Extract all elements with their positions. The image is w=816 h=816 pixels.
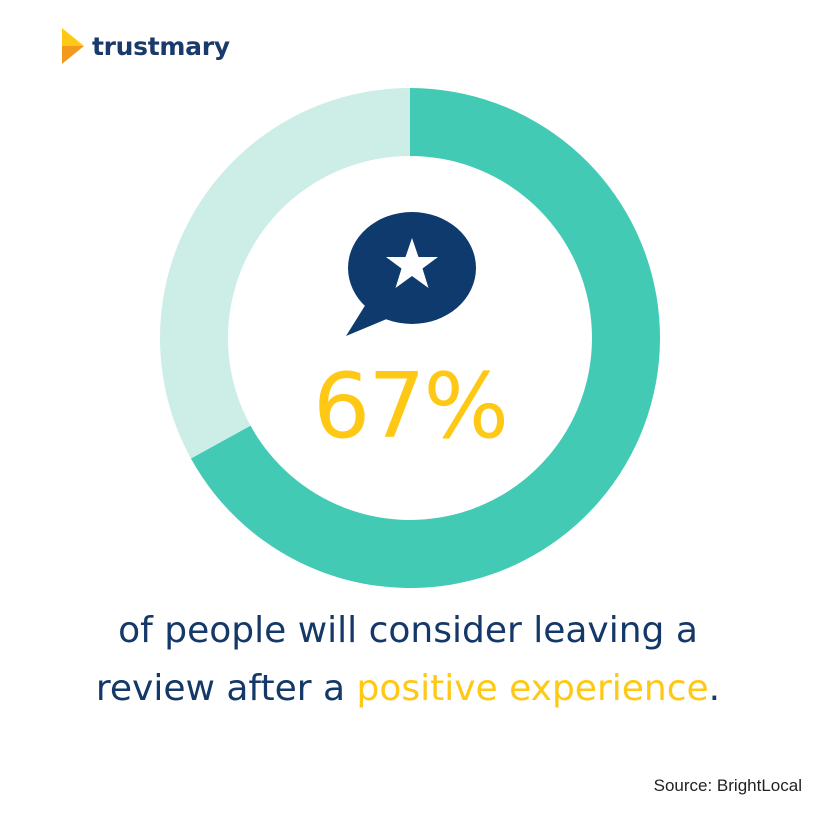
caption-line-2: review after a positive experience. [0,660,816,718]
center-percentage-label: 67% [312,354,509,459]
caption-line-1: of people will consider leaving a [0,602,816,660]
speech-bubble-star-icon [344,206,480,342]
donut-chart [160,88,660,588]
caption: of people will consider leaving a review… [0,602,816,718]
caption-part: of people will consider leaving a [118,610,698,651]
donut-svg [160,88,660,588]
play-arrow-logo-icon [62,28,84,64]
source-note: Source: BrightLocal [653,776,802,795]
donut-slice-primary [190,88,660,588]
donut-slice-remainder [160,88,410,459]
caption-part: review after a [95,668,357,709]
caption-part: . [708,668,721,709]
caption-highlight: positive experience [356,668,709,709]
brand-name: trustmary [92,31,230,61]
brand-logo: trustmary [62,28,230,64]
